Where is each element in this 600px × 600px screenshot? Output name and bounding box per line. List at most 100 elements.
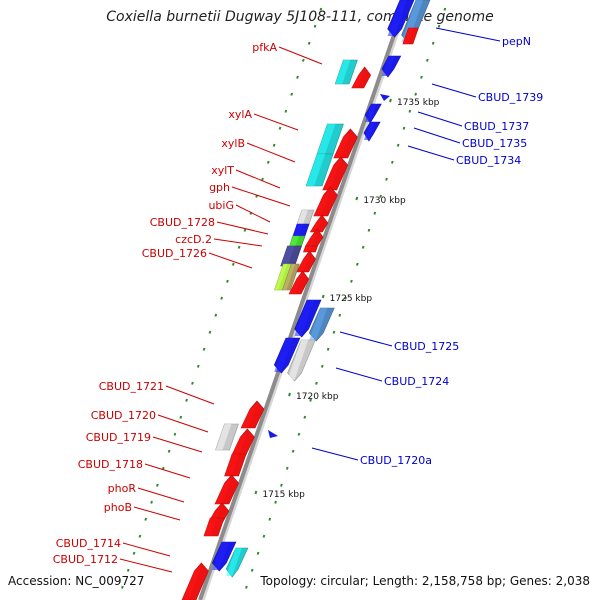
gene-label-forward[interactable]: ubiG bbox=[208, 199, 234, 212]
leader-line bbox=[431, 83, 477, 98]
feature-1721-red[interactable] bbox=[240, 400, 265, 429]
feature-1726-olive[interactable] bbox=[282, 263, 300, 291]
gene-label-forward[interactable]: CBUD_1721 bbox=[99, 380, 164, 393]
tick-mark bbox=[256, 551, 260, 555]
feature-1712-red[interactable] bbox=[181, 562, 209, 600]
feature-1725-steel[interactable] bbox=[308, 307, 335, 342]
leader-line bbox=[435, 27, 501, 42]
scale-tick bbox=[355, 196, 359, 201]
tick-mark bbox=[338, 313, 342, 317]
leader-line bbox=[246, 142, 296, 163]
scale-tick bbox=[288, 392, 291, 397]
feature-blue-1739[interactable] bbox=[381, 55, 402, 78]
feature-1728-red[interactable] bbox=[305, 228, 324, 247]
feature-1725-blue[interactable] bbox=[294, 299, 322, 338]
gene-label-reverse[interactable]: CBUD_1735 bbox=[462, 137, 527, 150]
feature-1726-red2[interactable] bbox=[288, 270, 309, 295]
gene-label-reverse[interactable]: CBUD_1725 bbox=[394, 340, 459, 353]
tick-mark bbox=[431, 41, 435, 45]
tick-mark bbox=[268, 517, 272, 521]
tick-mark bbox=[144, 517, 148, 521]
feature-czcD-lime[interactable] bbox=[289, 235, 306, 247]
leader-line bbox=[413, 127, 461, 144]
feature-xylA-red[interactable] bbox=[333, 128, 358, 159]
gene-label-forward[interactable]: gph bbox=[209, 181, 230, 194]
gene-label-forward[interactable]: CBUD_1712 bbox=[53, 553, 118, 566]
gene-label-forward[interactable]: CBUD_1718 bbox=[78, 458, 143, 471]
feature-1714-red[interactable] bbox=[203, 517, 225, 537]
leader-line bbox=[119, 558, 173, 573]
leader-line bbox=[235, 169, 281, 189]
leader-line bbox=[133, 506, 181, 521]
tick-mark bbox=[385, 177, 388, 181]
leader-line bbox=[407, 145, 455, 161]
tick-mark bbox=[132, 551, 136, 555]
feature-xylT-red[interactable] bbox=[313, 186, 338, 217]
feature-bottom-cyan[interactable] bbox=[225, 547, 249, 578]
tick-mark bbox=[297, 432, 301, 436]
gene-label-forward[interactable]: CBUD_1728 bbox=[150, 216, 215, 229]
scale-tick bbox=[254, 490, 258, 495]
feature-gph-grey[interactable] bbox=[295, 209, 315, 227]
tick-mark bbox=[278, 126, 282, 130]
gene-label-reverse[interactable]: CBUD_1737 bbox=[464, 120, 529, 133]
gene-label-reverse[interactable]: CBUD_1724 bbox=[384, 375, 449, 388]
feature-phoR-red[interactable] bbox=[214, 474, 239, 505]
tick-mark bbox=[220, 296, 223, 300]
tick-mark bbox=[355, 262, 359, 266]
feature-1720a-arrow[interactable] bbox=[268, 430, 278, 438]
tick-mark bbox=[245, 585, 248, 589]
feature-pfkA-red[interactable] bbox=[351, 66, 372, 89]
gene-label-forward[interactable]: CBUD_1726 bbox=[142, 247, 207, 260]
feature-xylB-red[interactable] bbox=[322, 156, 349, 191]
feature-czcD-red[interactable] bbox=[303, 245, 318, 253]
feature-pepN-red[interactable] bbox=[402, 27, 419, 45]
backbone-shadow bbox=[201, 0, 411, 600]
feature-blue-1735[interactable] bbox=[363, 121, 381, 142]
feature-1720-grey[interactable] bbox=[215, 423, 239, 451]
feature-1724-grey[interactable] bbox=[287, 339, 316, 382]
feature-1724-blue[interactable] bbox=[273, 337, 301, 374]
gene-label-forward[interactable]: xylB bbox=[221, 137, 245, 150]
gene-label-reverse[interactable]: pepN bbox=[502, 35, 531, 48]
tick-mark bbox=[290, 92, 294, 96]
tick-mark bbox=[284, 109, 288, 113]
feature-small-blue-arrow[interactable] bbox=[380, 94, 390, 101]
gene-label-forward[interactable]: xylT bbox=[211, 164, 234, 177]
gene-label-forward[interactable]: CBUD_1720 bbox=[91, 409, 156, 422]
tick-mark bbox=[280, 483, 283, 487]
feature-block-blue-top[interactable] bbox=[387, 0, 415, 38]
leader-line bbox=[216, 221, 269, 235]
feature-1718-red[interactable] bbox=[224, 453, 247, 477]
gene-label-reverse[interactable]: CBUD_1734 bbox=[456, 154, 521, 167]
tick-mark bbox=[361, 245, 365, 249]
feature-1726-red[interactable] bbox=[296, 250, 316, 273]
tick-mark bbox=[373, 211, 377, 215]
gene-label-forward[interactable]: phoR bbox=[108, 482, 137, 495]
gene-label-forward[interactable]: CBUD_1719 bbox=[86, 431, 151, 444]
feature-pfkA-cyan[interactable] bbox=[334, 59, 358, 85]
genome-backbone bbox=[198, 0, 408, 600]
gene-label-forward[interactable]: phoB bbox=[104, 501, 132, 514]
feature-ubiG-red[interactable] bbox=[309, 214, 329, 233]
leader-line bbox=[137, 487, 185, 503]
gene-label-forward[interactable]: xylA bbox=[228, 108, 252, 121]
gene-label-reverse[interactable]: CBUD_1720a bbox=[360, 454, 432, 467]
gene-label-forward[interactable]: pfkA bbox=[252, 41, 277, 54]
feature-xylB-cyan[interactable] bbox=[305, 153, 334, 187]
gene-label-reverse[interactable]: CBUD_1739 bbox=[478, 91, 543, 104]
leader-line bbox=[152, 436, 203, 453]
gene-label-forward[interactable]: CBUD_1714 bbox=[56, 537, 121, 550]
tick-mark bbox=[309, 398, 312, 402]
tick-mark bbox=[191, 381, 194, 385]
feature-blue-1737[interactable] bbox=[364, 103, 382, 124]
feature-bottom-blue[interactable] bbox=[211, 541, 237, 572]
tick-mark bbox=[443, 7, 447, 11]
tick-mark bbox=[226, 279, 229, 283]
tick-mark bbox=[408, 109, 412, 113]
scale-label: 1725 kbp bbox=[330, 294, 373, 304]
tick-mark bbox=[350, 279, 353, 283]
gene-label-forward[interactable]: czcD.2 bbox=[175, 233, 212, 246]
feature-czcD-navy[interactable] bbox=[280, 245, 302, 267]
